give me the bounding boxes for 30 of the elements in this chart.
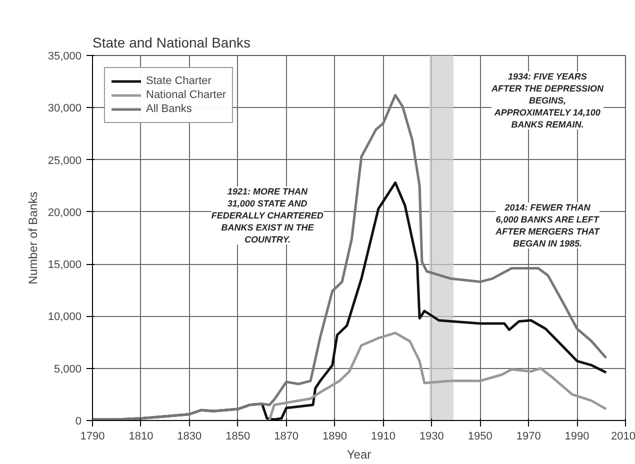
annotation: 2014: FEWER THAN 6,000 BANKS ARE LEFT AFTER MERGERS THAT BEGAN IN 1985. bbox=[494, 202, 601, 248]
y-tick-label: 10,000 bbox=[48, 311, 82, 324]
x-tick-label: 1990 bbox=[564, 430, 590, 442]
x-tick-label: 1970 bbox=[516, 430, 541, 442]
x-tick-label: 1850 bbox=[226, 430, 250, 442]
chart-title: State and National Banks bbox=[92, 34, 250, 50]
legend-label: State Charter bbox=[146, 74, 212, 88]
x-axis-title: Year bbox=[346, 448, 372, 462]
annotation: 1934: FIVE YEARS AFTER THE DEPRESSION BEGINS, APPROXIMATELY 14,100 BANKS REMAIN. bbox=[490, 72, 604, 130]
line-series bbox=[268, 332, 608, 420]
x-tick-label: 1910 bbox=[370, 430, 396, 442]
annotation: 1921: MORE THAN 31,000 STATE AND FEDERALLY CHARTERED BANKS EXIST IN THE COUNTRY. bbox=[211, 186, 324, 244]
y-tick-label: 20,000 bbox=[48, 206, 82, 219]
y-tick-label: 15,000 bbox=[48, 259, 82, 272]
x-tick-label: 1950 bbox=[468, 430, 492, 442]
y-tick-label: 35,000 bbox=[48, 50, 82, 62]
y-tick-label: 25,000 bbox=[48, 154, 82, 167]
y-tick-label: 30,000 bbox=[48, 102, 82, 115]
x-tick-label: 1810 bbox=[128, 430, 154, 442]
y-tick-label: 5,000 bbox=[54, 363, 82, 376]
legend-label: All Banks bbox=[146, 102, 192, 116]
x-tick-label: 1870 bbox=[274, 430, 299, 442]
x-tick-label: 1890 bbox=[322, 430, 348, 442]
x-tick-label: 1790 bbox=[80, 430, 105, 442]
y-axis-title: Number of Banks bbox=[26, 192, 40, 284]
x-tick-label: 1930 bbox=[419, 430, 444, 442]
x-tick-label: 2010 bbox=[611, 430, 635, 442]
legend-label: National Charter bbox=[146, 88, 226, 102]
y-tick-label: 0 bbox=[75, 416, 82, 428]
x-tick-label: 1830 bbox=[177, 430, 202, 442]
